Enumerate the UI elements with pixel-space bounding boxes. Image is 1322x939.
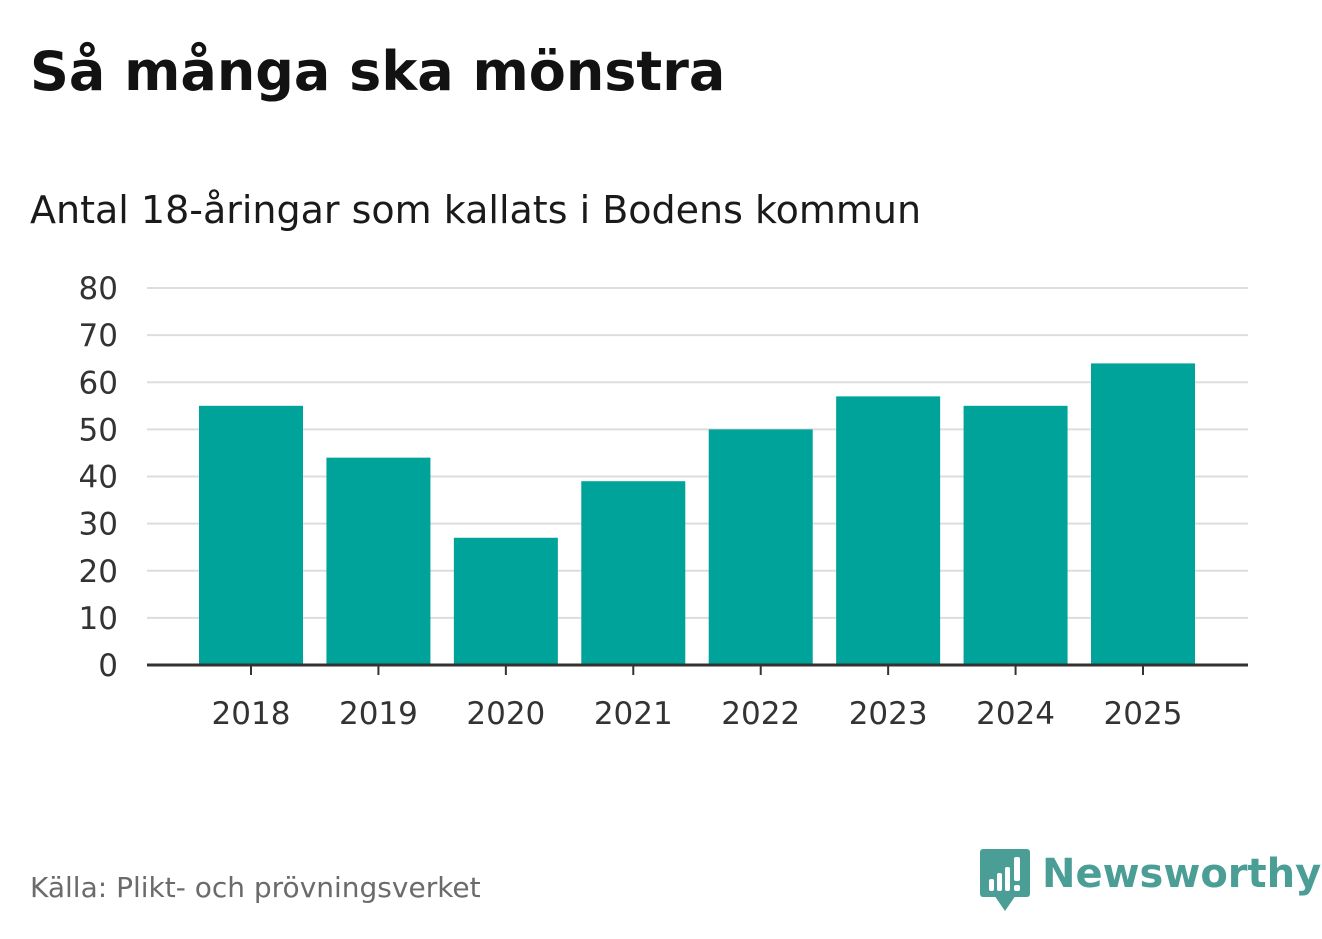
bar-2025 [1091, 363, 1195, 665]
bar-2023 [836, 396, 941, 665]
y-tick-label: 60 [79, 365, 118, 401]
chart-subtitle: Antal 18-åringar som kallats i Bodens ko… [30, 188, 922, 232]
x-tick-label: 2022 [721, 696, 800, 732]
brand-logo: Newsworthy [980, 848, 1321, 912]
x-axis-tick-labels: 2018 2019 2020 2021 2022 2023 2024 2025 [212, 696, 1183, 732]
x-tick-label: 2021 [594, 696, 673, 732]
bar-2021 [581, 481, 686, 665]
bar-2018 [199, 405, 303, 665]
bar-2020 [453, 537, 558, 665]
y-tick-label: 0 [98, 648, 118, 684]
x-tick-label: 2025 [1104, 696, 1183, 732]
x-tick-label: 2024 [976, 696, 1055, 732]
y-tick-label: 50 [79, 412, 118, 448]
bar-2019 [326, 457, 431, 665]
y-tick-label: 20 [79, 554, 118, 590]
bar-2022 [708, 429, 813, 665]
bars [199, 363, 1195, 665]
y-tick-label: 70 [79, 318, 118, 354]
x-tick-label: 2020 [466, 696, 545, 732]
grid-lines [147, 287, 1248, 619]
y-tick-label: 40 [79, 460, 118, 496]
x-tick-label: 2019 [339, 696, 418, 732]
y-axis-tick-labels: 0 10 20 30 40 50 60 70 80 [79, 271, 118, 684]
y-tick-label: 80 [79, 271, 118, 307]
brand-name: Newsworthy [1042, 851, 1322, 897]
x-axis [147, 663, 1248, 675]
y-tick-label: 30 [79, 507, 118, 543]
bar-2024 [963, 405, 1068, 665]
x-tick-label: 2023 [849, 696, 928, 732]
chart-title: Så många ska mönstra [30, 40, 726, 103]
newsworthy-logo-icon [980, 849, 1030, 911]
x-tick-label: 2018 [212, 696, 291, 732]
source-note: Källa: Plikt- och prövningsverket [30, 871, 481, 904]
y-tick-label: 10 [79, 601, 118, 637]
